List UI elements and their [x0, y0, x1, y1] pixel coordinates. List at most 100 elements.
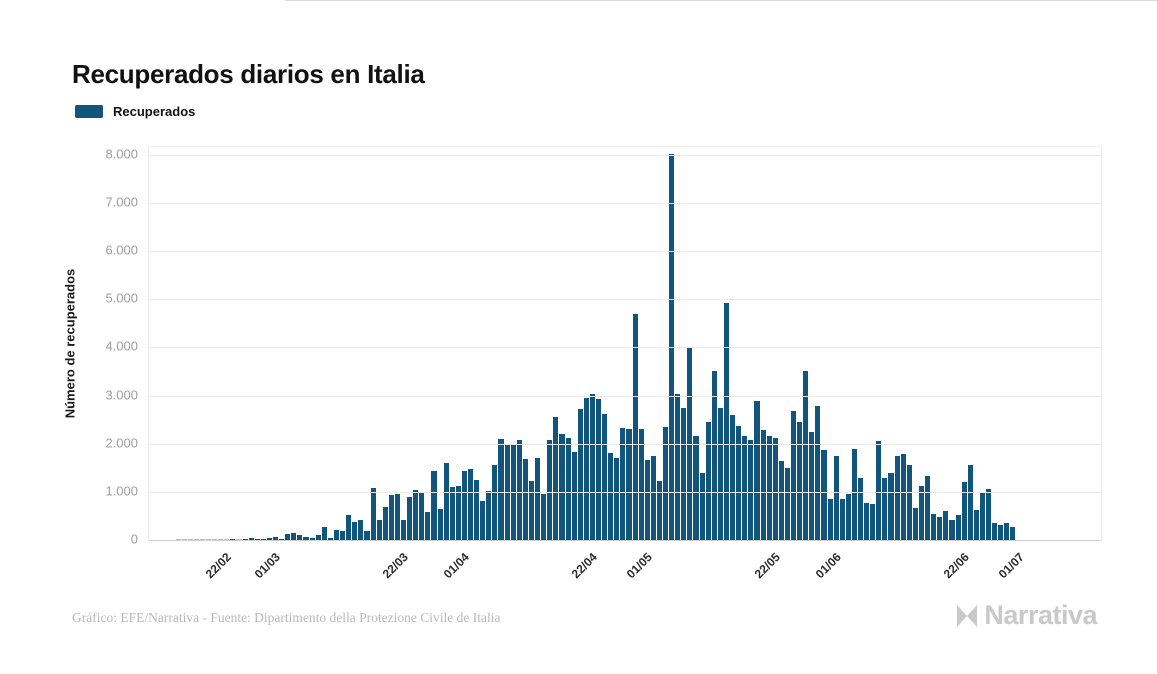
bar[interactable]	[285, 534, 291, 540]
bar[interactable]	[839, 499, 845, 540]
bar[interactable]	[967, 465, 973, 540]
bar[interactable]	[364, 530, 370, 540]
bar[interactable]	[449, 486, 455, 540]
bar[interactable]	[632, 314, 638, 540]
bar[interactable]	[687, 347, 693, 540]
bar[interactable]	[455, 486, 461, 540]
bar[interactable]	[955, 514, 961, 540]
bar[interactable]	[205, 539, 212, 540]
bar[interactable]	[340, 531, 346, 540]
bar[interactable]	[797, 422, 803, 540]
bar[interactable]	[352, 522, 358, 540]
bar[interactable]	[663, 426, 669, 540]
bar[interactable]	[894, 455, 900, 540]
bar[interactable]	[199, 539, 205, 540]
bar[interactable]	[608, 452, 614, 540]
bar[interactable]	[992, 523, 998, 540]
bar[interactable]	[407, 496, 413, 540]
bar[interactable]	[858, 477, 864, 540]
bar[interactable]	[973, 510, 979, 540]
bar[interactable]	[279, 539, 285, 540]
bar[interactable]	[711, 371, 717, 540]
bar[interactable]	[181, 539, 187, 540]
bar[interactable]	[248, 537, 254, 540]
bar[interactable]	[705, 421, 711, 540]
bar[interactable]	[522, 459, 528, 540]
bar[interactable]	[583, 398, 589, 540]
bar[interactable]	[553, 416, 559, 540]
bar[interactable]	[212, 539, 218, 540]
bar[interactable]	[870, 504, 876, 540]
bar[interactable]	[547, 440, 553, 540]
bar[interactable]	[675, 394, 681, 540]
bar[interactable]	[425, 511, 431, 540]
bar[interactable]	[882, 477, 888, 540]
bar[interactable]	[327, 538, 333, 540]
bar[interactable]	[291, 533, 297, 540]
bar[interactable]	[699, 472, 705, 540]
bar[interactable]	[376, 520, 382, 540]
bar[interactable]	[1004, 523, 1010, 540]
bar[interactable]	[669, 154, 675, 540]
bar[interactable]	[638, 429, 644, 540]
bar[interactable]	[297, 534, 303, 540]
bar[interactable]	[943, 511, 949, 540]
bar[interactable]	[937, 516, 943, 540]
bar[interactable]	[790, 411, 797, 540]
bar[interactable]	[303, 536, 309, 540]
bar[interactable]	[468, 468, 474, 540]
bar[interactable]	[254, 539, 260, 540]
bar[interactable]	[461, 471, 467, 540]
bar[interactable]	[382, 506, 388, 540]
bar[interactable]	[754, 401, 760, 540]
bar[interactable]	[900, 454, 906, 540]
bar[interactable]	[864, 503, 870, 540]
bar[interactable]	[717, 407, 723, 540]
bar[interactable]	[693, 436, 699, 540]
bar[interactable]	[912, 507, 918, 540]
bar[interactable]	[784, 467, 790, 540]
bar[interactable]	[602, 413, 608, 540]
bar[interactable]	[242, 539, 248, 540]
bar[interactable]	[723, 303, 730, 540]
bar[interactable]	[821, 449, 827, 540]
bar[interactable]	[315, 535, 321, 540]
bar[interactable]	[486, 490, 492, 540]
bar[interactable]	[815, 405, 821, 540]
bar[interactable]	[498, 438, 504, 540]
bar[interactable]	[748, 440, 754, 540]
bar[interactable]	[577, 408, 583, 540]
bar[interactable]	[730, 414, 736, 540]
bar[interactable]	[492, 465, 498, 540]
bar[interactable]	[656, 481, 662, 540]
bar[interactable]	[906, 465, 912, 540]
bar[interactable]	[309, 538, 315, 540]
bar[interactable]	[833, 456, 839, 540]
bar[interactable]	[187, 539, 193, 540]
bar[interactable]	[437, 508, 443, 540]
bar[interactable]	[681, 407, 687, 540]
bar[interactable]	[918, 485, 925, 540]
bar[interactable]	[620, 428, 626, 540]
bar[interactable]	[931, 514, 937, 540]
bar[interactable]	[766, 436, 772, 540]
bar[interactable]	[650, 456, 656, 540]
legend[interactable]: Recuperados	[75, 104, 195, 119]
bar[interactable]	[516, 439, 522, 540]
bar[interactable]	[394, 494, 400, 540]
bar[interactable]	[998, 525, 1004, 540]
bar[interactable]	[260, 539, 266, 540]
bar[interactable]	[888, 472, 894, 540]
bar[interactable]	[827, 499, 833, 540]
bar[interactable]	[565, 437, 571, 540]
bar[interactable]	[644, 459, 650, 540]
bar[interactable]	[925, 475, 931, 540]
bar[interactable]	[736, 426, 742, 540]
bar[interactable]	[626, 428, 632, 540]
bar[interactable]	[528, 481, 535, 540]
bar[interactable]	[333, 529, 340, 540]
bar[interactable]	[979, 492, 985, 540]
bar[interactable]	[803, 371, 809, 540]
bar[interactable]	[273, 536, 279, 540]
bar[interactable]	[236, 539, 242, 540]
